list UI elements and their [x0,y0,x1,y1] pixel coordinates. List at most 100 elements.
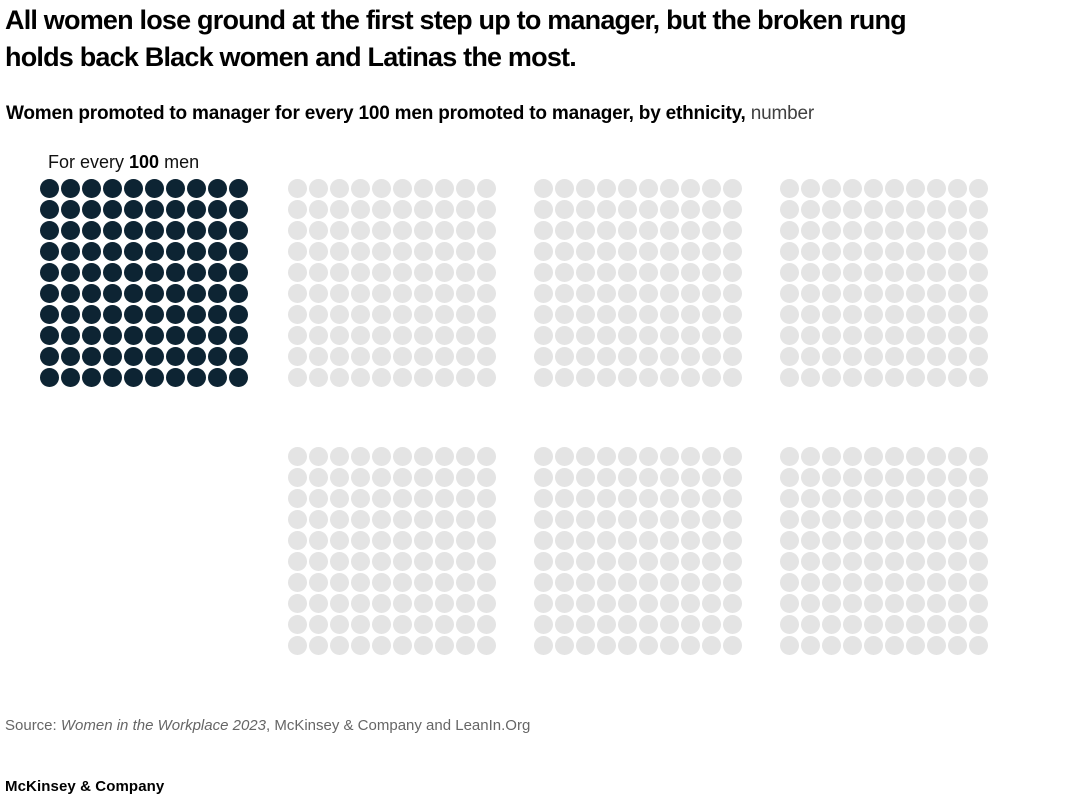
empty-dot [555,489,574,508]
empty-dot [555,573,574,592]
filled-dot [103,179,122,198]
empty-dot [477,510,496,529]
empty-dot [477,489,496,508]
empty-dot [597,284,616,303]
empty-dot [723,510,742,529]
empty-dot [969,615,988,634]
empty-dot [702,326,721,345]
source-note: Source: Women in the Workplace 2023, McK… [5,716,530,735]
empty-dot [372,368,391,387]
filled-dot [187,200,206,219]
filled-dot [145,200,164,219]
empty-dot [864,468,883,487]
empty-dot [927,347,946,366]
empty-dot [969,573,988,592]
empty-dot [843,531,862,550]
filled-dot [145,305,164,324]
empty-dot [780,221,799,240]
empty-dot [288,573,307,592]
empty-dot [534,326,553,345]
empty-dot [435,347,454,366]
empty-dot [414,221,433,240]
empty-dot [639,510,658,529]
empty-dot [822,594,841,613]
filled-dot [61,200,80,219]
empty-dot [927,305,946,324]
empty-dot [702,284,721,303]
empty-dot [864,179,883,198]
waffle-group-7 [780,447,988,655]
empty-dot [843,242,862,261]
filled-dot [187,326,206,345]
empty-dot [618,221,637,240]
empty-dot [702,221,721,240]
empty-dot [288,368,307,387]
empty-dot [393,468,412,487]
filled-dot [166,305,185,324]
empty-dot [660,636,679,655]
empty-dot [639,636,658,655]
empty-dot [702,305,721,324]
baseline-label-prefix: For every [48,152,130,172]
empty-dot [618,305,637,324]
empty-dot [534,468,553,487]
empty-dot [948,447,967,466]
empty-dot [906,552,925,571]
empty-dot [597,594,616,613]
empty-dot [309,305,328,324]
filled-dot [61,305,80,324]
empty-dot [555,636,574,655]
page-title: All women lose ground at the first step … [5,2,1075,76]
empty-dot [618,368,637,387]
waffle-group-6 [534,447,742,655]
empty-dot [597,326,616,345]
empty-dot [435,179,454,198]
filled-dot [124,326,143,345]
empty-dot [885,615,904,634]
filled-dot [61,221,80,240]
empty-dot [660,200,679,219]
empty-dot [414,284,433,303]
empty-dot [885,468,904,487]
empty-dot [843,326,862,345]
filled-dot [166,221,185,240]
empty-dot [660,263,679,282]
empty-dot [885,347,904,366]
empty-dot [576,263,595,282]
filled-dot [187,263,206,282]
filled-dot [229,284,248,303]
empty-dot [660,615,679,634]
filled-dot [61,179,80,198]
empty-dot [330,531,349,550]
empty-dot [477,468,496,487]
empty-dot [906,573,925,592]
empty-dot [885,179,904,198]
empty-dot [414,594,433,613]
empty-dot [456,284,475,303]
empty-dot [393,552,412,571]
empty-dot [618,510,637,529]
empty-dot [780,447,799,466]
filled-dot [61,263,80,282]
empty-dot [618,594,637,613]
filled-dot [40,347,59,366]
empty-dot [801,368,820,387]
empty-dot [927,284,946,303]
empty-dot [597,242,616,261]
empty-dot [309,179,328,198]
empty-dot [393,594,412,613]
empty-dot [414,326,433,345]
empty-dot [393,636,412,655]
empty-dot [822,179,841,198]
empty-dot [927,531,946,550]
empty-dot [309,368,328,387]
empty-dot [456,263,475,282]
empty-dot [864,510,883,529]
empty-dot [969,531,988,550]
empty-dot [597,552,616,571]
empty-dot [801,552,820,571]
empty-dot [534,531,553,550]
empty-dot [948,242,967,261]
empty-dot [948,347,967,366]
empty-dot [906,263,925,282]
